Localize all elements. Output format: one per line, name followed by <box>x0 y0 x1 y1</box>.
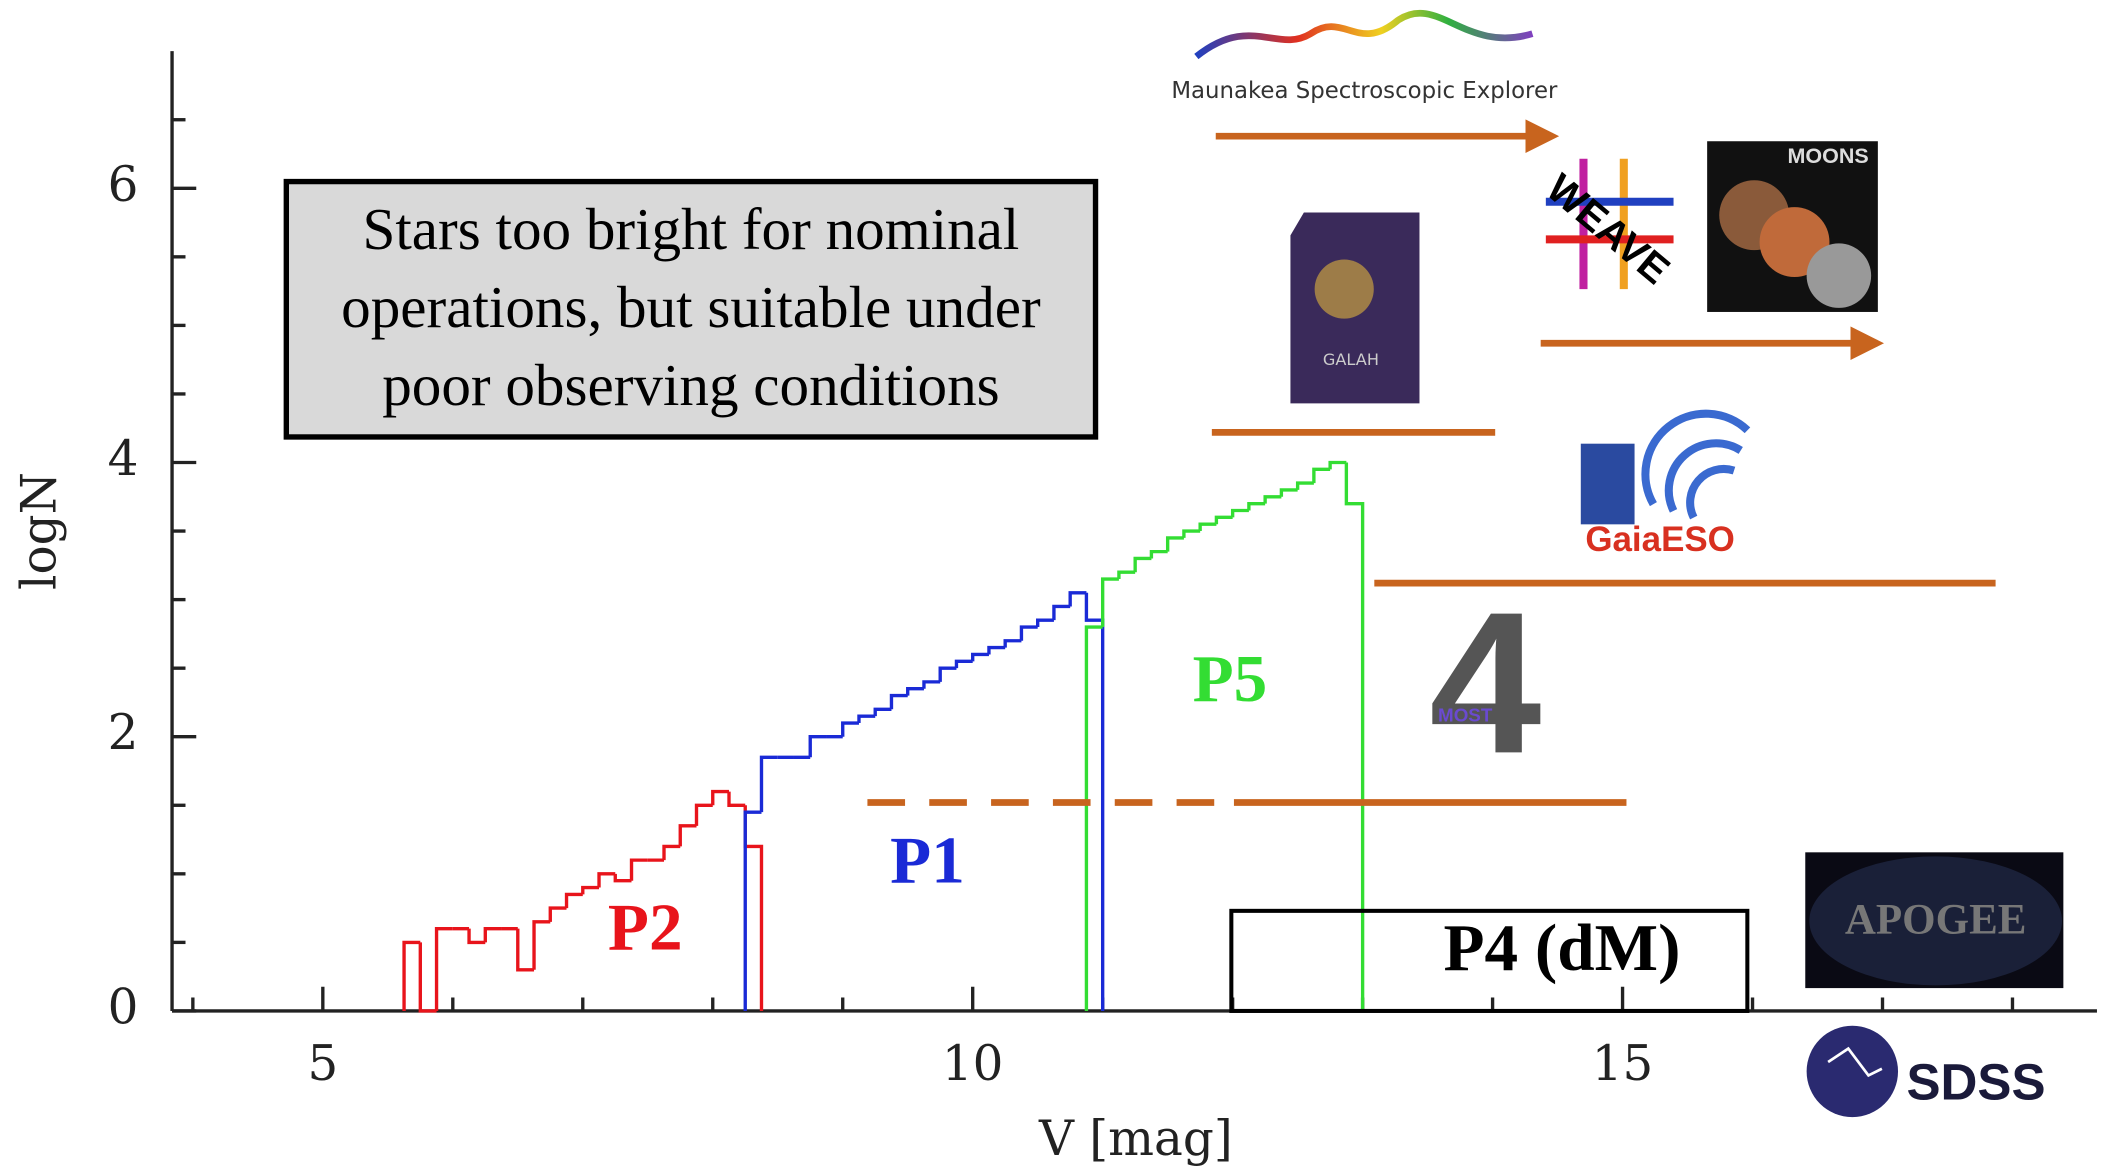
series-label: P2 <box>608 890 683 965</box>
histogram-step <box>859 716 875 723</box>
y-tick-label: 4 <box>108 431 139 487</box>
x-tick-label: 5 <box>307 1036 338 1092</box>
histogram-step <box>891 696 907 710</box>
histogram-step <box>729 792 745 806</box>
logo-text: WEAVE <box>1538 165 1679 293</box>
gaiaeso-logo-dome <box>1581 444 1635 525</box>
histogram-step <box>745 812 761 1011</box>
histogram-step <box>437 929 453 1011</box>
chart: V [mag] logN 5 10 15 0 2 4 6 P2 P1 P5 P4 (dM) Stars… <box>0 0 2101 1171</box>
histogram-step <box>1314 469 1330 483</box>
histogram-step <box>518 929 534 970</box>
y-tick-label: 2 <box>108 705 139 761</box>
histogram-step <box>404 942 420 1011</box>
annotation-text: poor observing conditions <box>382 352 999 418</box>
histogram-step <box>1249 504 1265 511</box>
logo-text: GALAH <box>1323 350 1379 369</box>
histogram-step <box>1233 510 1249 517</box>
histogram-step <box>1086 627 1102 1011</box>
mse-logo-wave <box>1196 13 1532 56</box>
histogram-step <box>713 792 729 806</box>
histogram-step <box>1070 593 1086 607</box>
histogram-step <box>956 661 972 668</box>
histogram-step <box>761 757 777 812</box>
p4-label: P4 (dM) <box>1443 910 1680 985</box>
y-tick-label: 6 <box>108 157 139 213</box>
histogram-step <box>989 648 1005 655</box>
logo-text: APOGEE <box>1845 896 2027 943</box>
logo-text: 4 <box>1429 569 1541 795</box>
gaiaeso-logo-waves <box>1645 414 1747 518</box>
histogram-step <box>810 737 826 758</box>
histogram-step <box>567 894 583 908</box>
histogram-step <box>908 689 924 696</box>
histogram-step <box>1135 558 1151 572</box>
y-tick-label: 0 <box>108 979 139 1035</box>
histogram-step <box>1346 463 1362 1011</box>
logo-text: Maunakea Spectroscopic Explorer <box>1171 78 1558 104</box>
histogram-step <box>1281 490 1297 497</box>
histogram-step <box>973 654 989 661</box>
histogram-step <box>697 805 713 826</box>
histogram-step <box>664 846 680 860</box>
histogram-step <box>680 826 696 847</box>
histogram-step <box>615 874 631 881</box>
logo-text: MOST <box>1438 705 1493 726</box>
histogram-step <box>1038 620 1054 627</box>
annotation-text: Stars too bright for nominal <box>362 196 1019 262</box>
histogram-step <box>875 709 891 716</box>
histogram-step <box>534 922 550 970</box>
series-label: P1 <box>890 823 965 898</box>
histogram-step <box>1265 497 1281 504</box>
histogram-step <box>1021 627 1037 641</box>
logo-text: GaiaESO <box>1585 520 1735 559</box>
histogram-step <box>1184 531 1200 538</box>
x-axis-label: V [mag] <box>1038 1111 1233 1167</box>
histogram-step <box>1054 606 1070 620</box>
histogram-step <box>599 874 615 888</box>
histogram-step <box>1168 538 1184 552</box>
histogram-step <box>632 860 648 881</box>
histogram-step <box>420 942 436 1011</box>
histogram-step <box>1119 572 1135 579</box>
histogram-step <box>550 908 566 922</box>
galah-logo-figure <box>1315 260 1374 319</box>
series-label: P5 <box>1193 641 1268 716</box>
histogram-step <box>843 723 859 737</box>
histogram-step <box>469 929 485 943</box>
histogram-step <box>1330 463 1346 470</box>
x-tick-label: 15 <box>1592 1036 1654 1092</box>
logo-text: SDSS <box>1906 1054 2045 1111</box>
histogram-step <box>1200 524 1216 531</box>
x-tick-label: 10 <box>942 1036 1004 1092</box>
histogram-step <box>940 668 956 682</box>
logo-text: MOONS <box>1788 144 1869 168</box>
annotation-text: operations, but suitable under <box>341 274 1041 340</box>
y-axis-label: logN <box>12 472 68 590</box>
moons-logo-moon <box>1807 243 1872 308</box>
histogram-step <box>1151 552 1167 559</box>
histogram-step <box>1298 483 1314 490</box>
histogram-step <box>924 682 940 689</box>
histogram-step <box>1005 641 1021 648</box>
histogram-step <box>1103 579 1119 627</box>
histogram-step <box>583 888 599 895</box>
histogram-step <box>745 805 761 1011</box>
sdss-logo-circle <box>1807 1026 1898 1117</box>
histogram-step <box>485 929 501 943</box>
histogram-step <box>1216 517 1232 524</box>
